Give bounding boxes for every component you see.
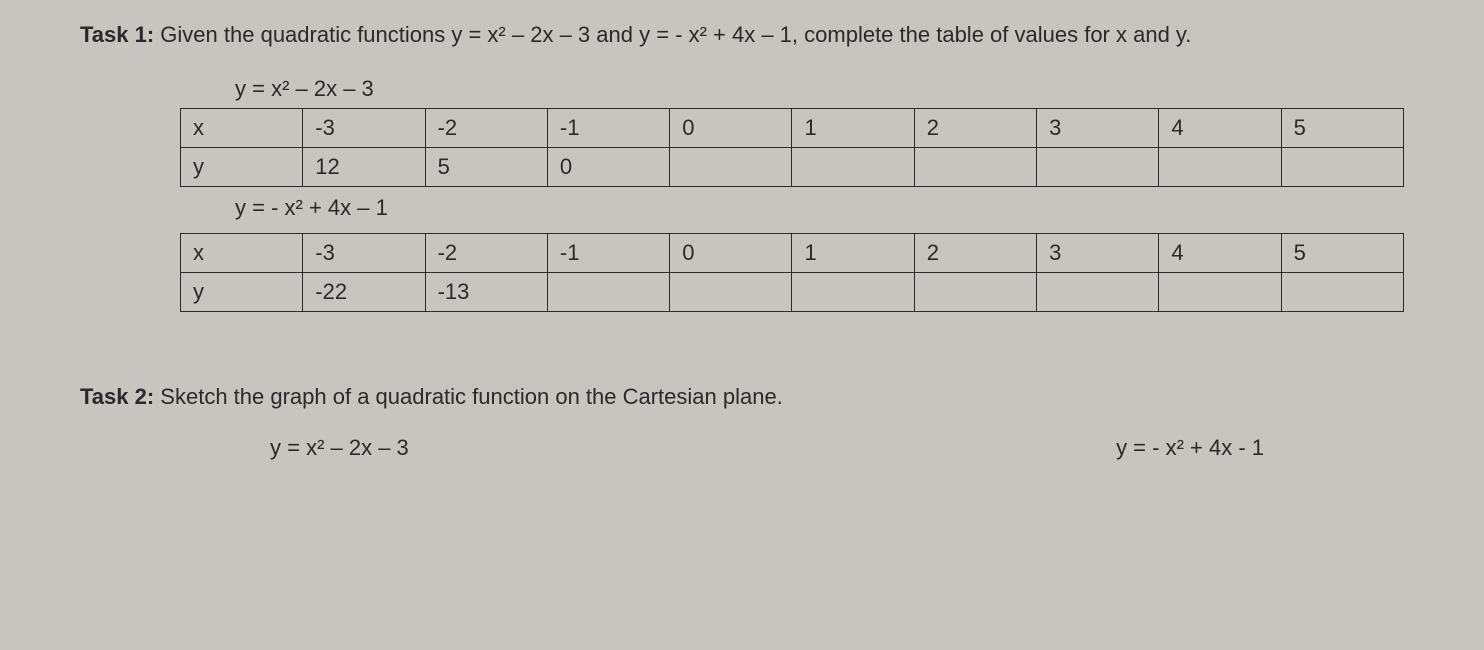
table1-x-3: 0 — [670, 108, 792, 147]
task2-text: Task 2: Sketch the graph of a quadratic … — [80, 382, 1404, 413]
table1-x-1: -2 — [425, 108, 547, 147]
table1-y-7 — [1159, 147, 1281, 186]
table1: x -3 -2 -1 0 1 2 3 4 5 y 12 5 0 — [180, 108, 1404, 187]
table1-x-4: 1 — [792, 108, 914, 147]
table1-x-8: 5 — [1281, 108, 1403, 147]
table1-y-5 — [914, 147, 1036, 186]
table1-y-3 — [670, 147, 792, 186]
table1-y-8 — [1281, 147, 1403, 186]
table1-y-2: 0 — [547, 147, 669, 186]
task1-text: Task 1: Given the quadratic functions y … — [80, 20, 1404, 51]
table1-x-7: 4 — [1159, 108, 1281, 147]
task2-description: Sketch the graph of a quadratic function… — [154, 384, 783, 409]
table2-y-1: -13 — [425, 272, 547, 311]
table2-y-label: y — [181, 272, 303, 311]
table2-x-8: 5 — [1281, 233, 1403, 272]
table1-x-6: 3 — [1037, 108, 1159, 147]
table2-y-5 — [914, 272, 1036, 311]
table1-y-6 — [1037, 147, 1159, 186]
table2-x-2: -1 — [547, 233, 669, 272]
table2-x-3: 0 — [670, 233, 792, 272]
table2-equation: y = - x² + 4x – 1 — [235, 195, 1404, 221]
task1-description: Given the quadratic functions y = x² – 2… — [154, 22, 1191, 47]
table1-y-label: y — [181, 147, 303, 186]
bottom-equations: y = x² – 2x – 3 y = - x² + 4x - 1 — [80, 435, 1404, 461]
table-row: y 12 5 0 — [181, 147, 1404, 186]
table1-x-label: x — [181, 108, 303, 147]
bottom-eq1: y = x² – 2x – 3 — [270, 435, 409, 461]
task2-label: Task 2: — [80, 384, 154, 409]
table2-x-label: x — [181, 233, 303, 272]
table2-x-5: 2 — [914, 233, 1036, 272]
table2-y-3 — [670, 272, 792, 311]
table2-x-7: 4 — [1159, 233, 1281, 272]
table2-y-4 — [792, 272, 914, 311]
task1-label: Task 1: — [80, 22, 154, 47]
table1-x-2: -1 — [547, 108, 669, 147]
table-row: x -3 -2 -1 0 1 2 3 4 5 — [181, 108, 1404, 147]
table1-equation: y = x² – 2x – 3 — [235, 76, 1404, 102]
table2-y-8 — [1281, 272, 1403, 311]
table1-y-4 — [792, 147, 914, 186]
table1-y-0: 12 — [303, 147, 425, 186]
table2-y-6 — [1037, 272, 1159, 311]
table-row: x -3 -2 -1 0 1 2 3 4 5 — [181, 233, 1404, 272]
table2-y-2 — [547, 272, 669, 311]
table2-x-6: 3 — [1037, 233, 1159, 272]
table1-x-0: -3 — [303, 108, 425, 147]
table1-y-1: 5 — [425, 147, 547, 186]
table2: x -3 -2 -1 0 1 2 3 4 5 y -22 -13 — [180, 233, 1404, 312]
bottom-eq2: y = - x² + 4x - 1 — [1116, 435, 1264, 461]
table2-x-4: 1 — [792, 233, 914, 272]
table2-x-0: -3 — [303, 233, 425, 272]
table2-y-0: -22 — [303, 272, 425, 311]
table-row: y -22 -13 — [181, 272, 1404, 311]
table1-x-5: 2 — [914, 108, 1036, 147]
table2-x-1: -2 — [425, 233, 547, 272]
table2-y-7 — [1159, 272, 1281, 311]
